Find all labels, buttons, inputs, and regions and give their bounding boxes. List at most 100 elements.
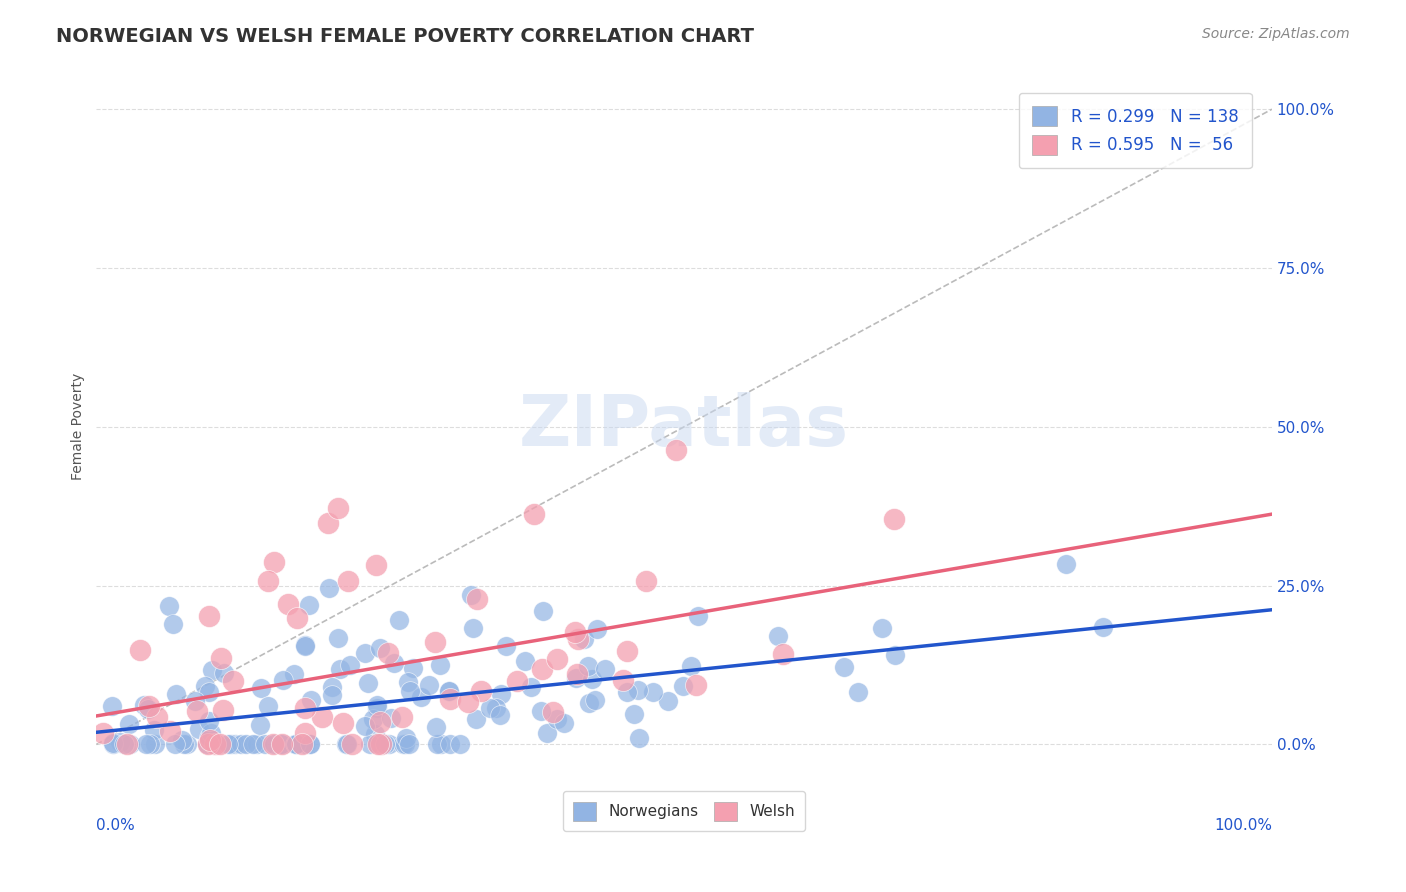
Point [388,613,411,627]
Point [439,738,461,752]
Point [198,609,221,624]
Point [489,687,512,701]
Point [257,698,280,713]
Point [284,738,307,752]
Point [335,738,357,752]
Point [294,738,316,752]
Point [368,715,391,730]
Point [578,696,600,710]
Point [326,500,349,515]
Point [195,738,218,752]
Point [546,712,568,726]
Point [316,516,339,530]
Point [531,604,554,618]
Point [679,659,702,673]
Point [567,632,589,647]
Point [299,693,322,707]
Point [832,659,855,673]
Point [423,635,446,649]
Point [616,644,638,658]
Point [299,738,322,752]
Point [112,738,135,752]
Point [576,658,599,673]
Point [318,581,340,595]
Point [530,704,553,718]
Point [391,709,413,723]
Point [294,726,316,740]
Point [430,738,453,752]
Point [361,712,384,726]
Text: Source: ZipAtlas.com: Source: ZipAtlas.com [1202,27,1350,41]
Point [138,698,160,713]
Point [173,738,195,752]
Point [136,702,159,716]
Point [489,707,512,722]
Point [198,730,221,744]
Point [439,684,461,698]
Point [367,738,389,752]
Point [263,555,285,569]
Point [370,738,392,752]
Point [201,738,224,752]
Point [374,738,396,752]
Point [394,738,416,752]
Point [520,680,543,694]
Point [208,738,231,752]
Point [595,662,617,676]
Point [396,674,419,689]
Point [142,723,165,738]
Point [108,735,131,749]
Point [585,693,607,707]
Point [165,687,187,701]
Point [460,588,482,602]
Point [340,738,363,752]
Point [439,683,461,698]
Point [846,685,869,699]
Point [200,725,222,739]
Point [672,680,695,694]
Point [101,736,124,750]
Point [329,662,352,676]
Point [298,598,321,612]
Point [143,738,166,752]
Point [138,738,160,752]
Point [201,663,224,677]
Point [235,738,257,752]
Point [628,731,651,746]
Point [184,694,207,708]
Point [159,599,181,614]
Point [256,574,278,588]
Point [146,710,169,724]
Point [115,738,138,752]
Point [336,738,359,752]
Point [202,738,225,752]
Point [439,692,461,706]
Point [129,643,152,657]
Point [883,648,905,663]
Point [1054,557,1077,571]
Point [321,680,343,694]
Point [291,738,314,752]
Point [132,698,155,712]
Point [411,690,433,704]
Point [101,698,124,713]
Point [271,673,294,688]
Point [242,738,264,752]
Point [208,738,231,752]
Point [586,622,609,636]
Text: 0.0%: 0.0% [97,818,135,833]
Text: 100.0%: 100.0% [1213,818,1272,833]
Point [339,658,361,673]
Point [546,651,568,665]
Point [294,639,316,653]
Point [321,688,343,702]
Point [657,693,679,707]
Point [366,736,388,750]
Point [418,678,440,692]
Point [253,738,276,752]
Point [270,738,292,752]
Point [377,647,399,661]
Point [429,658,451,673]
Point [364,727,387,741]
Point [229,738,252,752]
